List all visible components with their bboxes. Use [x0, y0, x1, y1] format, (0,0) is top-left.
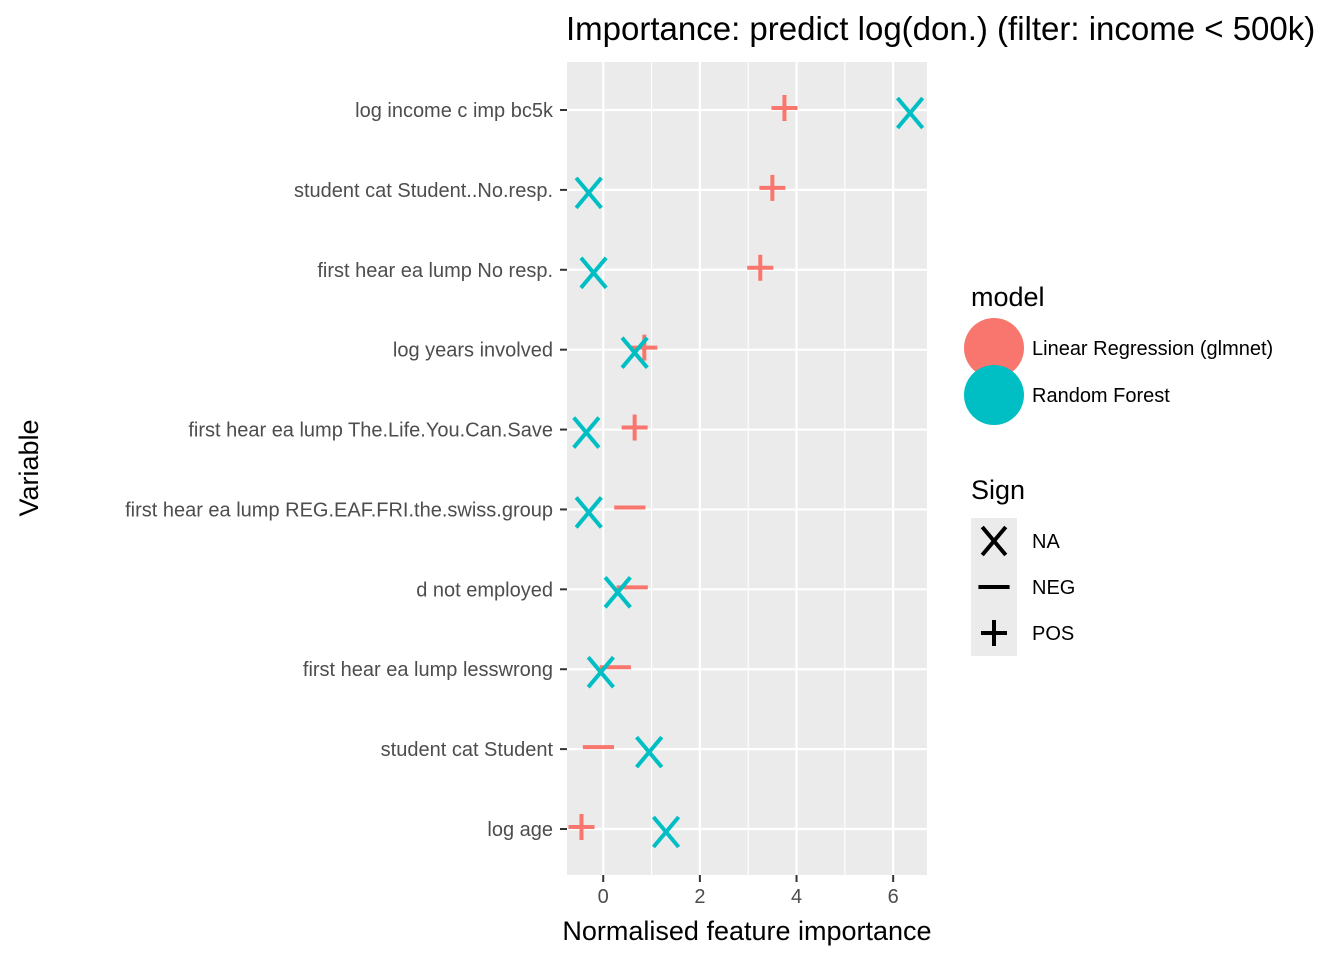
legend-model-key	[964, 365, 1024, 425]
random-forest-point	[635, 735, 664, 769]
random-forest-point	[572, 416, 601, 449]
linear-regression-point	[568, 814, 595, 840]
legend-sign-title: Sign	[971, 475, 1025, 505]
random-forest-point	[574, 496, 603, 529]
random-forest-point	[620, 336, 649, 369]
x-tick-label: 0	[598, 886, 609, 908]
x-tick-label: 6	[888, 886, 899, 908]
legend-model-key	[964, 318, 1024, 378]
plot-panel	[567, 62, 927, 875]
y-tick-label: d not employed	[416, 579, 553, 601]
y-tick-label: student cat Student	[381, 739, 554, 761]
random-forest-point	[895, 96, 925, 130]
legend-sign-key	[980, 525, 1008, 557]
random-forest-point	[574, 176, 603, 210]
linear-regression-point	[759, 174, 786, 201]
y-tick-label: first hear ea lump REG.EAF.FRI.the.swiss…	[125, 499, 553, 521]
y-tick-label: first hear ea lump No resp.	[317, 260, 553, 282]
legend-sign-label: POS	[1032, 623, 1074, 645]
y-tick-label: first hear ea lump lesswrong	[303, 659, 553, 681]
legend: model Linear Regression (glmnet) Random Fo…	[964, 282, 1273, 656]
y-tick-label: first hear ea lump The.Life.You.Can.Save	[188, 420, 553, 442]
y-tick-label: log age	[487, 819, 553, 841]
chart-title: Importance: predict log(don.) (filter: i…	[566, 10, 1315, 47]
linear-regression-point	[771, 95, 798, 121]
linear-regression-point	[747, 254, 774, 281]
x-tick-label: 4	[791, 886, 802, 908]
x-tick-label: 2	[694, 886, 705, 908]
legend-model-title: model	[971, 282, 1045, 312]
y-axis-title: Variable	[14, 419, 44, 516]
random-forest-point	[651, 815, 681, 849]
legend-sign-label: NEG	[1032, 577, 1075, 599]
random-forest-point	[603, 576, 632, 609]
x-axis-ticks: 0 2 4 6	[598, 875, 899, 908]
y-tick-label: log years involved	[393, 340, 553, 362]
legend-sign-label: NA	[1032, 531, 1060, 553]
legend-model-label: Random Forest	[1032, 385, 1170, 407]
legend-sign-key	[981, 620, 1007, 646]
y-tick-label: student cat Student..No.resp.	[294, 180, 553, 202]
random-forest-point	[586, 655, 615, 689]
y-tick-label: log income c imp bc5k	[355, 100, 554, 122]
random-forest-point	[579, 256, 608, 290]
data-points	[568, 95, 925, 849]
y-axis-ticks: log age student cat Student first hear ea …	[125, 100, 567, 841]
linear-regression-point	[621, 414, 648, 441]
x-axis-title: Normalised feature importance	[562, 916, 931, 946]
legend-model-label: Linear Regression (glmnet)	[1032, 338, 1273, 360]
